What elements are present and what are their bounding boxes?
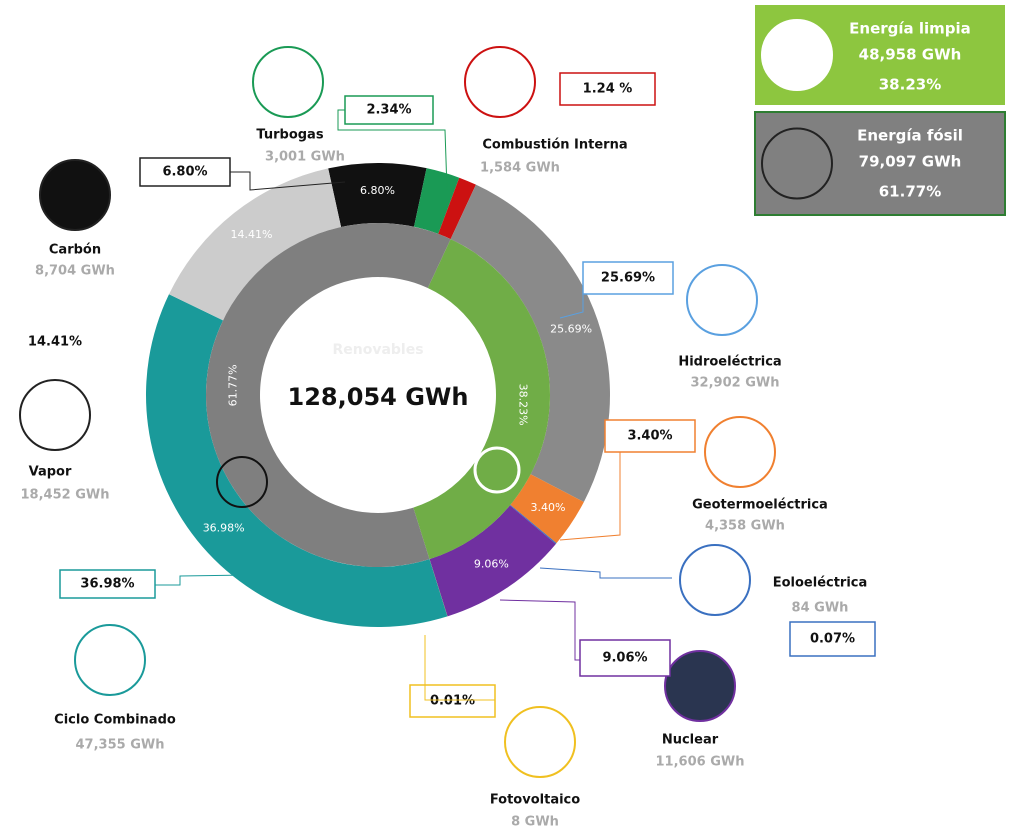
percent-label: 36.98% (80, 577, 134, 592)
category-icon (504, 706, 576, 778)
percent-label: 3.40% (627, 429, 672, 444)
category-energy: 8 GWh (511, 815, 559, 830)
leader-line (559, 290, 584, 319)
category-energy: 8,704 GWh (35, 264, 115, 279)
category-energy: 4,358 GWh (705, 519, 785, 534)
category-icon (679, 544, 751, 616)
inner-ring-label: 38.23% (517, 384, 530, 426)
legend-energy: 48,958 GWh (859, 46, 962, 64)
leader-line (499, 599, 580, 661)
clean-icon (473, 446, 521, 494)
category-energy: 32,902 GWh (691, 376, 780, 391)
legend-icon (761, 127, 833, 200)
percent-box (579, 639, 671, 677)
category-energy: 18,452 GWh (21, 488, 110, 503)
category-name: Combustión Interna (482, 138, 627, 153)
outer-segment (429, 559, 448, 617)
outer-segment (450, 184, 610, 502)
percent-label: 14.41% (28, 335, 82, 350)
category-name: Geotermoeléctrica (692, 498, 828, 513)
outer-segment (429, 505, 556, 617)
category-icon (19, 379, 91, 451)
percent-box (409, 684, 496, 718)
leader-line (230, 171, 346, 191)
percent-label: 1.24 % (583, 82, 633, 97)
percent-label: 6.80% (162, 165, 207, 180)
category-name: Fotovoltaico (490, 793, 580, 808)
ring-label: 9.06% (474, 558, 509, 571)
percent-label: 9.06% (602, 651, 647, 666)
category-energy: 84 GWh (792, 601, 849, 616)
legend-name: Energía fósil (857, 127, 963, 145)
category-icon (252, 46, 324, 118)
category-icon (686, 264, 758, 336)
category-energy: 3,001 GWh (265, 150, 345, 165)
ring-label: 14.41% (230, 228, 272, 241)
percent-label: 0.01% (430, 694, 475, 709)
percent-box (59, 569, 156, 599)
category-name: Turbogas (256, 128, 323, 143)
leader-line (155, 574, 251, 586)
outer-segment (146, 294, 448, 627)
category-name: Carbón (49, 243, 101, 258)
ring-label: 36.98% (203, 521, 245, 534)
outer-segment (510, 474, 584, 544)
legend-percent: 61.77% (879, 183, 941, 201)
outer-segment (438, 177, 476, 240)
percent-box (789, 621, 876, 657)
leader-line (559, 452, 621, 541)
category-icon (464, 46, 536, 118)
category-energy: 11,606 GWh (656, 755, 745, 770)
total: 128,054 GWh (288, 383, 469, 411)
legend-name: Energía limpia (849, 20, 971, 38)
ring-label: 3.40% (530, 501, 565, 514)
category-energy: 47,355 GWh (76, 738, 165, 753)
legend-percent: 38.23% (879, 76, 941, 94)
inner-ring-label: 61.77% (226, 364, 239, 406)
leader-line (337, 109, 448, 191)
percent-label: 2.34% (366, 103, 411, 118)
outer-segment (328, 163, 427, 228)
percent-box (344, 95, 434, 125)
category-icon (74, 624, 146, 696)
percent-box (559, 72, 656, 106)
category-icon (664, 650, 736, 722)
fossil-icon (216, 456, 268, 508)
leader-line (539, 567, 672, 579)
category-name: Nuclear (662, 733, 719, 748)
category-name: Vapor (29, 465, 72, 480)
outer-segment (168, 168, 342, 321)
category-name: Hidroeléctrica (678, 355, 781, 370)
category-name: Ciclo Combinado (54, 713, 176, 728)
leader-line (424, 635, 495, 701)
outer-segment (509, 504, 557, 544)
percent-label: 0.07% (810, 632, 855, 647)
percent-box (582, 261, 674, 295)
legend-energy: 79,097 GWh (859, 153, 962, 171)
outer-segment (413, 168, 460, 234)
percent-box (604, 419, 696, 453)
ring-label: 25.69% (550, 322, 592, 335)
percent-label: 25.69% (601, 271, 655, 286)
ring-label: 6.80% (360, 184, 395, 197)
category-icon (39, 159, 111, 231)
legend-icon (761, 19, 833, 91)
category-icon (704, 416, 776, 488)
category-energy: 1,584 GWh (480, 161, 560, 176)
category-name: Eoloeléctrica (773, 576, 868, 591)
center-caption: Renovables (332, 342, 423, 358)
